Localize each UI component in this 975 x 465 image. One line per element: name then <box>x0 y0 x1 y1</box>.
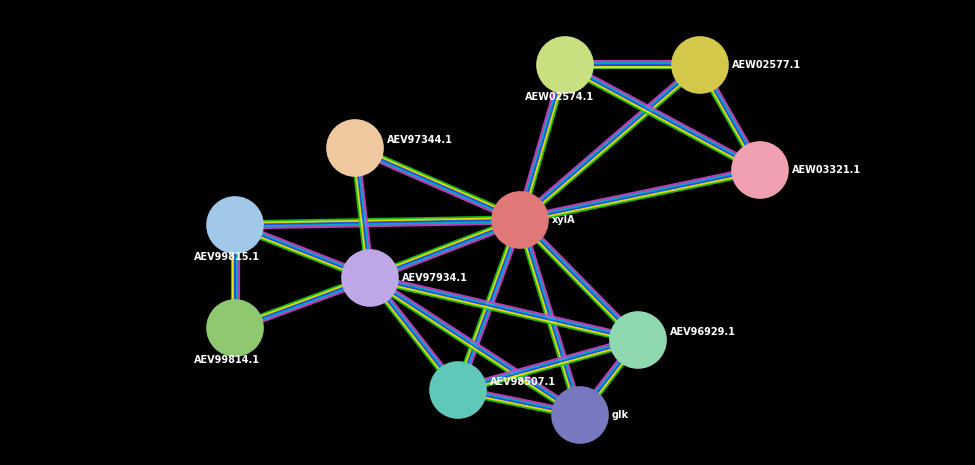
Circle shape <box>610 312 666 368</box>
Text: AEV98507.1: AEV98507.1 <box>490 377 556 387</box>
Circle shape <box>492 192 548 248</box>
Circle shape <box>537 37 593 93</box>
Text: AEV97344.1: AEV97344.1 <box>387 135 452 145</box>
Text: AEW02574.1: AEW02574.1 <box>526 92 595 102</box>
Text: AEV99815.1: AEV99815.1 <box>194 252 260 262</box>
Circle shape <box>342 250 398 306</box>
Circle shape <box>430 362 486 418</box>
Text: AEW03321.1: AEW03321.1 <box>792 165 861 175</box>
Text: AEV99814.1: AEV99814.1 <box>194 355 260 365</box>
Text: AEW02577.1: AEW02577.1 <box>732 60 801 70</box>
Circle shape <box>207 197 263 253</box>
Text: xylA: xylA <box>552 215 575 225</box>
Circle shape <box>732 142 788 198</box>
Text: glk: glk <box>612 410 629 420</box>
Text: AEV96929.1: AEV96929.1 <box>670 327 736 337</box>
Circle shape <box>327 120 383 176</box>
Circle shape <box>672 37 728 93</box>
Circle shape <box>552 387 608 443</box>
Circle shape <box>207 300 263 356</box>
Text: AEV97934.1: AEV97934.1 <box>402 273 468 283</box>
